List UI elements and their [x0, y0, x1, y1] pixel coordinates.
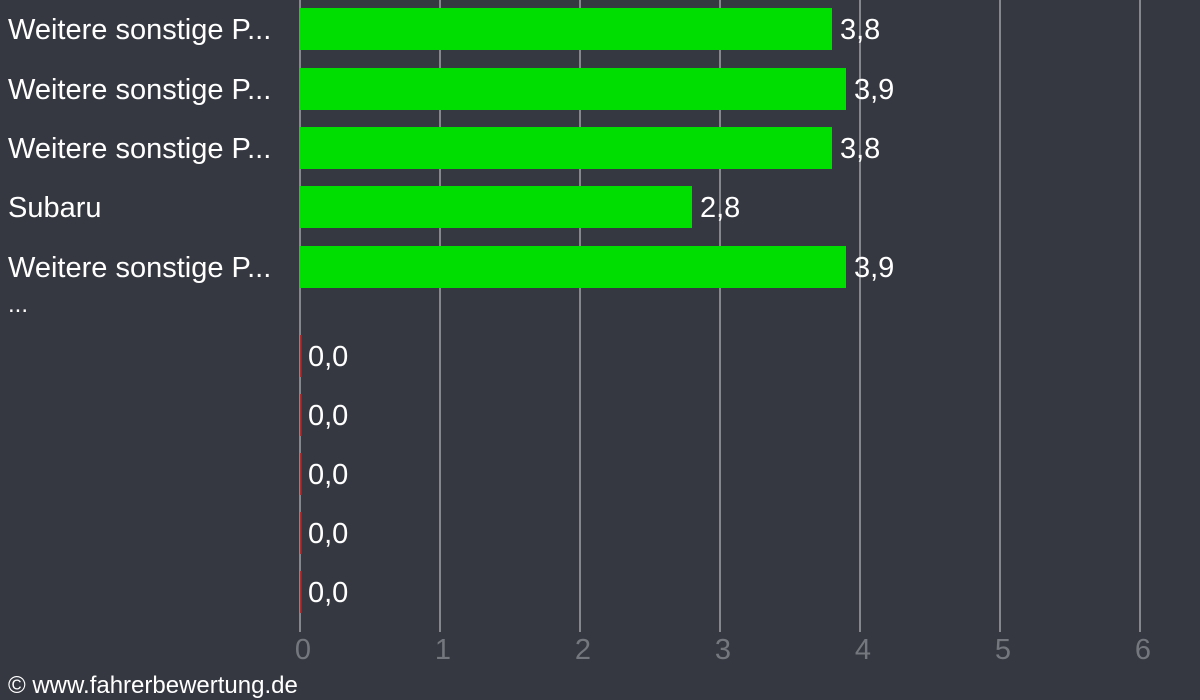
bar-value-label-1: 3,8: [840, 14, 880, 46]
x-axis-ticks: 0 1 2 3 4 5 6: [295, 634, 1151, 666]
x-tick-label-4: 4: [855, 634, 871, 666]
bar-4[interactable]: [300, 186, 692, 228]
bar-value-label-6: 0,0: [308, 341, 348, 373]
labels: 3,8 Weitere sonstige P... 3,9 Weitere sonst…: [8, 14, 894, 609]
bar-5[interactable]: [300, 246, 846, 288]
bar-value-label-2: 3,9: [854, 74, 894, 106]
x-tick-label-0: 0: [295, 634, 311, 666]
bar-10[interactable]: [300, 571, 302, 613]
category-label-1: Weitere sonstige P...: [8, 14, 271, 46]
bar-3[interactable]: [300, 127, 832, 169]
copyright-text: © www.fahrerbewertung.de: [8, 672, 298, 699]
bar-value-label-9: 0,0: [308, 518, 348, 550]
category-label-3: Weitere sonstige P...: [8, 133, 271, 165]
bar-6[interactable]: [300, 335, 302, 377]
bar-value-label-5: 3,9: [854, 252, 894, 284]
bar-7[interactable]: [300, 394, 302, 436]
x-tick-label-3: 3: [715, 634, 731, 666]
group-separator-ellipsis: ...: [8, 291, 28, 318]
x-tick-label-6: 6: [1135, 634, 1151, 666]
bar-value-label-3: 3,8: [840, 133, 880, 165]
x-tick-label-2: 2: [575, 634, 591, 666]
category-label-2: Weitere sonstige P...: [8, 74, 271, 106]
bar-2[interactable]: [300, 68, 846, 110]
x-tick-label-1: 1: [435, 634, 451, 666]
bar-value-label-7: 0,0: [308, 400, 348, 432]
bars: [300, 8, 846, 613]
bar-value-label-10: 0,0: [308, 577, 348, 609]
bar-1[interactable]: [300, 8, 832, 50]
bar-9[interactable]: [300, 512, 302, 554]
category-label-5: Weitere sonstige P...: [8, 252, 271, 284]
bar-8[interactable]: [300, 453, 302, 495]
x-tick-label-5: 5: [995, 634, 1011, 666]
bar-value-label-4: 2,8: [700, 192, 740, 224]
bar-value-label-8: 0,0: [308, 459, 348, 491]
category-label-4: Subaru: [8, 192, 102, 224]
